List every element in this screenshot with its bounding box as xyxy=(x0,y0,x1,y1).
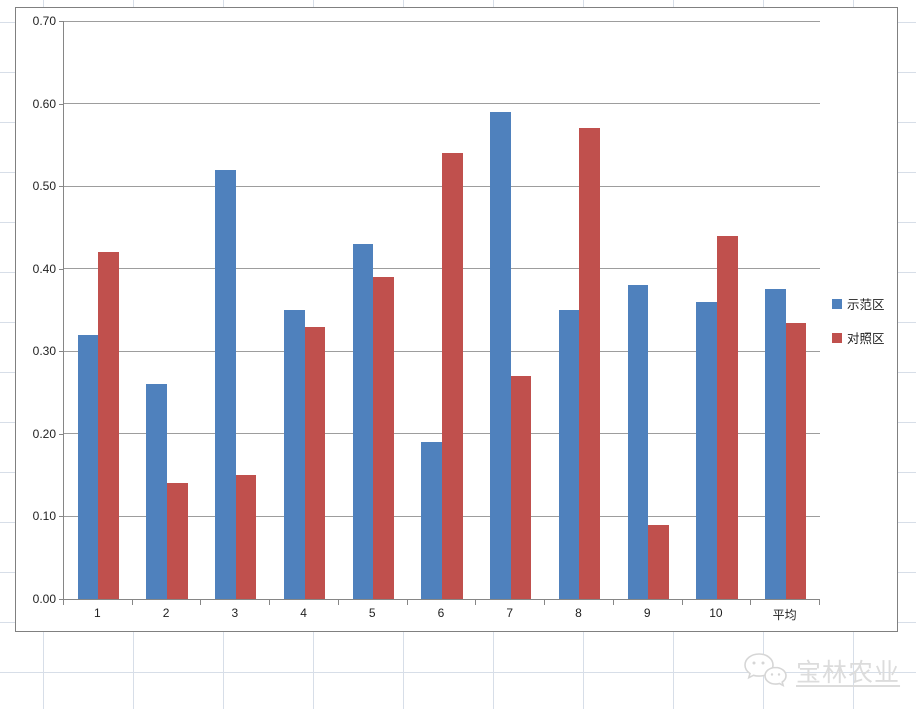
y-axis-tick xyxy=(59,186,64,188)
y-axis-tick-label: 0.20 xyxy=(32,426,56,441)
x-axis-category-label: 10 xyxy=(709,606,723,620)
y-axis-tick-label: 0.30 xyxy=(32,344,56,359)
y-axis-tick xyxy=(59,433,64,435)
bar-对照区-1 xyxy=(98,252,119,599)
y-axis-tick xyxy=(59,599,64,600)
bar-示范区-3 xyxy=(215,169,236,599)
y-axis-tick xyxy=(59,268,64,270)
x-axis-category-label: 4 xyxy=(300,606,307,620)
bar-示范区-平均 xyxy=(765,289,786,599)
bar-示范区-7 xyxy=(490,111,511,599)
legend-label: 示范区 xyxy=(847,298,885,312)
x-axis-tick xyxy=(131,600,133,605)
x-axis-category-label: 5 xyxy=(368,606,376,620)
x-axis-category-label: 平均 xyxy=(772,608,797,622)
legend-swatch-icon xyxy=(832,332,842,343)
bar-示范区-2 xyxy=(146,384,168,599)
x-axis-tick xyxy=(681,600,683,605)
legend-label: 对照区 xyxy=(847,332,885,346)
x-axis-tick xyxy=(269,600,271,605)
legend-entry: 对照区 xyxy=(832,328,885,347)
y-axis-tick xyxy=(59,103,64,105)
x-axis-tick xyxy=(406,600,408,605)
bar-对照区-10 xyxy=(716,235,738,599)
y-axis-tick-label: 0.40 xyxy=(32,261,56,276)
x-axis-category-label: 2 xyxy=(162,606,170,620)
bar-对照区-7 xyxy=(510,376,532,599)
bar-示范区-1 xyxy=(77,334,99,599)
bar-示范区-5 xyxy=(352,243,374,599)
embedded-chart[interactable]: 0.00 0.10 0.20 0.30 0.40 0.50 0.60 0.70 1 2 3 4 5 6 7 8… xyxy=(15,7,898,632)
wechat-icon xyxy=(742,650,788,692)
bar-对照区-6 xyxy=(442,153,463,599)
bar-对照区-2 xyxy=(167,483,188,599)
x-axis-tick xyxy=(63,600,64,605)
bar-示范区-10 xyxy=(696,301,717,599)
x-axis-category-label: 8 xyxy=(575,606,582,620)
bar-示范区-9 xyxy=(627,285,649,599)
y-axis-tick xyxy=(59,516,64,518)
watermark-text: 宝林农业 xyxy=(796,659,901,687)
x-axis-tick xyxy=(612,600,614,605)
bar-对照区-5 xyxy=(373,276,394,599)
bar-示范区-4 xyxy=(283,310,305,599)
x-axis-tick xyxy=(337,600,339,605)
x-axis-tick xyxy=(750,600,752,605)
x-axis-category-label: 9 xyxy=(643,606,651,620)
x-axis-tick xyxy=(200,600,202,605)
gridline xyxy=(64,103,820,105)
legend-swatch-icon xyxy=(832,298,842,309)
x-axis-category-label: 3 xyxy=(231,606,239,620)
bar-示范区-6 xyxy=(421,442,442,599)
x-axis-tick xyxy=(544,600,546,605)
bar-对照区-9 xyxy=(648,524,669,599)
x-axis-tick xyxy=(475,600,477,605)
x-axis-category-label: 7 xyxy=(506,606,514,620)
x-axis-category-label: 1 xyxy=(94,606,101,620)
y-axis-tick xyxy=(59,21,64,22)
plot-area xyxy=(63,20,820,600)
y-axis-tick xyxy=(59,351,64,353)
chart-legend: 示范区 对照区 xyxy=(832,294,885,347)
bar-对照区-平均 xyxy=(785,323,807,599)
y-axis-tick-label: 0.10 xyxy=(32,509,56,524)
bar-对照区-8 xyxy=(579,128,601,599)
x-axis-category-label: 6 xyxy=(437,606,445,620)
x-axis-tick xyxy=(819,600,820,605)
y-axis-tick-label: 0.00 xyxy=(32,592,56,606)
bar-对照区-3 xyxy=(235,475,257,599)
watermark: 宝林农业 xyxy=(742,650,900,692)
y-axis-tick-label: 0.70 xyxy=(32,14,56,28)
gridline xyxy=(64,20,820,22)
legend-entry: 示范区 xyxy=(832,294,885,313)
bar-示范区-8 xyxy=(558,310,580,599)
y-axis-tick-label: 0.60 xyxy=(32,96,56,111)
bar-对照区-4 xyxy=(304,326,326,599)
y-axis-tick-label: 0.50 xyxy=(32,179,56,194)
